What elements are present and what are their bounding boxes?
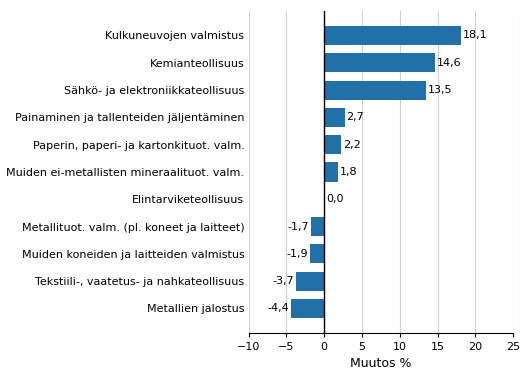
- Text: -4,4: -4,4: [267, 304, 289, 313]
- Bar: [324, 26, 461, 45]
- Text: 0,0: 0,0: [326, 194, 344, 204]
- Text: 13,5: 13,5: [428, 85, 453, 95]
- Text: 2,2: 2,2: [343, 140, 360, 150]
- Text: -1,7: -1,7: [288, 222, 309, 232]
- Bar: [324, 81, 426, 100]
- Text: -3,7: -3,7: [273, 276, 294, 286]
- Text: 1,8: 1,8: [340, 167, 357, 177]
- Text: 18,1: 18,1: [463, 31, 488, 40]
- Text: 2,7: 2,7: [346, 112, 364, 122]
- Bar: [296, 272, 324, 291]
- Bar: [324, 135, 341, 154]
- Text: -1,9: -1,9: [286, 249, 308, 259]
- Bar: [324, 108, 344, 127]
- Bar: [291, 299, 324, 318]
- X-axis label: Muutos %: Muutos %: [350, 357, 412, 370]
- Text: 14,6: 14,6: [436, 58, 461, 68]
- Bar: [324, 163, 338, 181]
- Bar: [310, 244, 324, 263]
- Bar: [324, 53, 434, 72]
- Bar: [312, 217, 324, 236]
